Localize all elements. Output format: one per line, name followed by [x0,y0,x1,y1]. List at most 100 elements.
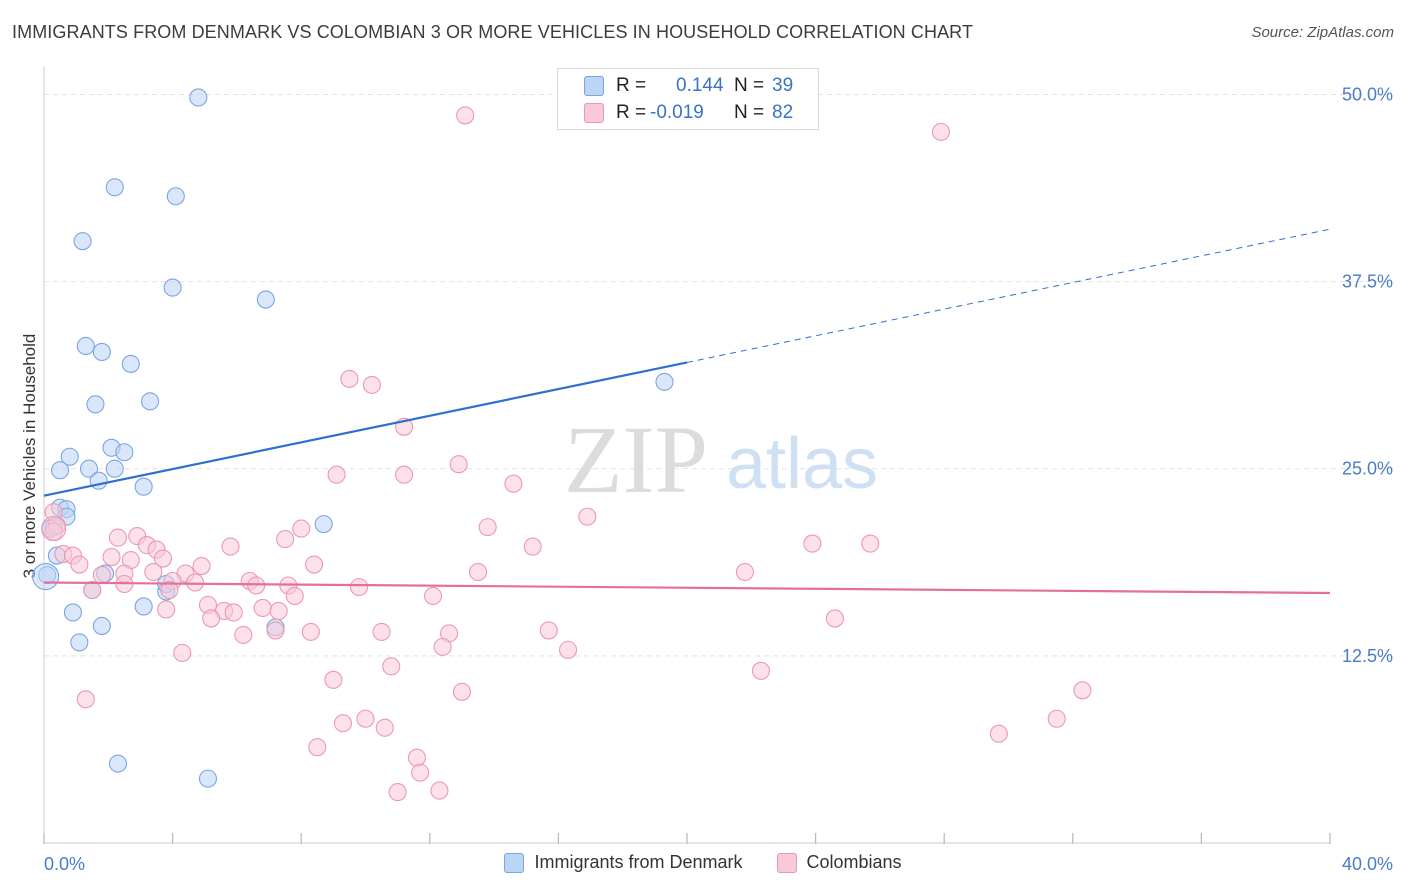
point-pink-30 [192,556,211,576]
point-blue-19 [134,477,153,496]
point-blue-17 [105,459,124,478]
point-pink-1 [931,122,951,141]
stats-r-value-pink: -0.019 [650,102,704,123]
point-blue-36 [108,754,127,773]
stats-n-value-blue: 39 [772,75,794,96]
point-pink-12 [478,518,497,537]
point-pink-46 [160,580,179,600]
point-pink-28 [153,549,173,568]
point-pink-5 [449,455,468,474]
trend-line-colombians [43,581,1331,595]
axes [43,66,1331,844]
point-pink-2 [340,369,359,388]
point-pink-77 [308,738,327,757]
point-pink-6 [327,465,346,484]
point-pink-39 [186,573,205,592]
point-pink-80 [388,783,407,802]
trend-line-denmark-extension [686,228,1331,363]
series-colombians-points [41,106,1092,802]
point-blue-15 [51,461,70,480]
legend-swatch-blue [504,852,525,873]
point-pink-55 [202,609,221,628]
point-pink-70 [1073,681,1092,700]
point-pink-26 [102,548,121,567]
point-pink-21 [523,537,542,556]
point-blue-14 [60,447,79,466]
point-pink-42 [247,576,266,595]
point-blue-24 [314,515,333,534]
tick-labels: 12.5% 25.0% 37.5% 50.0% 0.0% 40.0% [44,84,1393,874]
legend-item-colombians[interactable]: Colombians [776,852,902,873]
point-pink-73 [356,709,375,728]
point-pink-54 [269,601,288,621]
y-tick-label-1: 25.0% [1342,459,1393,479]
point-pink-69 [452,682,472,701]
point-blue-13 [115,443,134,462]
point-pink-23 [861,534,880,553]
point-blue-37 [198,769,218,788]
stats-r-label: R = [616,75,647,96]
point-blue-33 [92,616,111,635]
trend-lines [43,228,1331,595]
point-pink-14 [292,519,311,538]
point-pink-53 [253,598,272,618]
point-pink-57 [266,621,285,640]
point-blue-2 [166,187,185,206]
point-pink-32 [305,555,324,574]
point-blue-8 [121,354,140,373]
point-pink-61 [539,621,558,640]
stats-swatch-pink [584,103,604,123]
chart-title: IMMIGRANTS FROM DENMARK VS COLOMBIAN 3 O… [12,22,974,42]
point-pink-19 [221,537,240,556]
x-tick-label-max: 40.0% [1342,854,1393,874]
point-pink-71 [76,690,95,709]
point-blue-7 [92,342,111,362]
x-tick-label-min: 0.0% [44,854,85,874]
point-pink-56 [825,609,844,628]
point-blue-16 [79,459,99,478]
point-pink-0 [456,106,475,125]
point-pink-15 [108,528,127,547]
point-pink-44 [350,577,369,597]
point-pink-cluster [41,516,67,542]
point-pink-76 [989,724,1008,743]
point-pink-66 [382,657,401,676]
point-blue-10 [86,395,105,414]
trend-line-denmark [43,361,688,497]
point-pink-35 [92,565,111,585]
point-blue-9 [141,392,160,411]
point-blue-31 [134,597,153,616]
stats-swatch-blue [584,76,604,96]
point-pink-47 [285,586,304,606]
point-pink-65 [173,643,192,662]
legend-swatch-pink [776,852,797,873]
legend-item-denmark[interactable]: Immigrants from Denmark [504,852,743,873]
point-blue-cluster [32,562,60,591]
point-pink-45 [83,580,102,600]
legend-label-denmark: Immigrants from Denmark [534,852,743,872]
y-tick-label-2: 37.5% [1342,272,1393,292]
watermark-atlas: atlas [726,424,878,504]
point-blue-11 [655,372,674,391]
point-pink-79 [411,763,430,782]
point-pink-20 [276,530,295,549]
point-pink-63 [433,637,452,656]
legend-label-colombians: Colombians [806,852,902,872]
point-pink-13 [578,507,597,526]
point-blue-4 [163,278,182,297]
point-pink-8 [504,474,523,493]
y-tick-label-3: 50.0% [1342,84,1393,104]
point-blue-1 [105,178,124,197]
point-pink-78 [407,748,426,767]
point-pink-62 [234,625,253,644]
point-pink-7 [395,465,414,484]
stats-r-value-blue: 0.144 [676,75,724,96]
point-pink-3 [362,375,381,394]
point-pink-52 [224,603,243,622]
stats-n-value-pink: 82 [772,102,794,123]
point-pink-67 [751,661,770,680]
watermark-zip: ZIP [564,406,708,513]
point-blue-32 [63,603,82,622]
point-pink-33 [468,562,488,582]
stats-r-label: R = [616,102,647,123]
